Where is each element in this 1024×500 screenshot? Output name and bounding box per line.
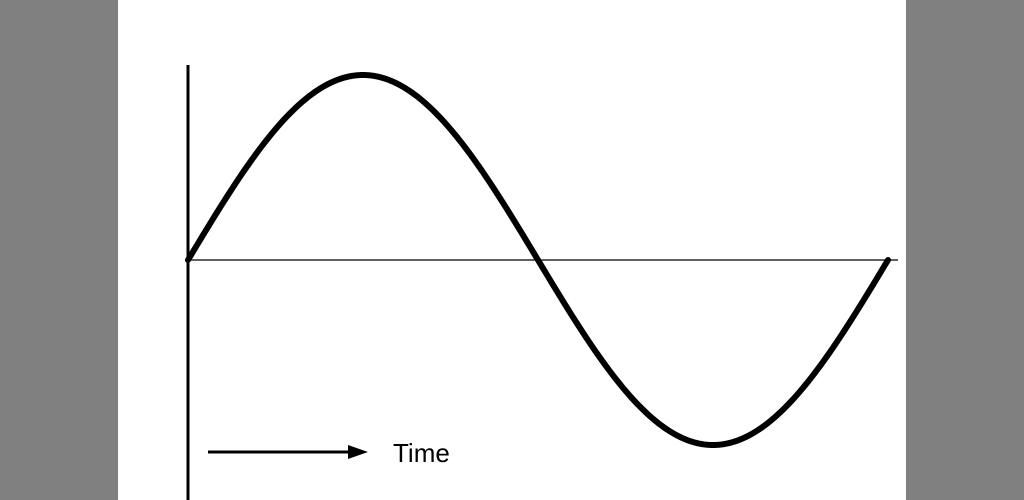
left-gutter: [0, 0, 118, 500]
sine-wave-plot: [118, 0, 906, 500]
time-arrow-head: [348, 445, 368, 459]
chart-canvas: Time: [118, 0, 906, 500]
x-axis-label: Time: [393, 438, 450, 469]
right-gutter: [906, 0, 1024, 500]
